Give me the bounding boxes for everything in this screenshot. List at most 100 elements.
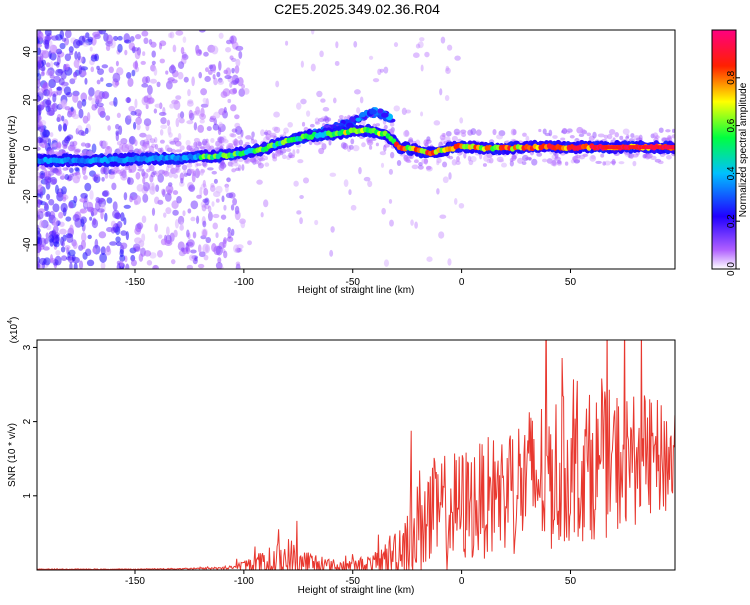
noise-speck (358, 166, 362, 175)
noise-speck (125, 263, 130, 269)
noise-speck (81, 232, 87, 242)
noise-speck (180, 247, 185, 252)
noise-speck (80, 239, 86, 250)
snr-x-tick-label: -50 (346, 576, 361, 587)
noise-speck (204, 197, 210, 206)
noise-speck (200, 88, 208, 96)
noise-speck (177, 132, 182, 141)
noise-speck (231, 67, 235, 74)
noise-speck (63, 86, 71, 96)
snr-x-tick-label: 50 (565, 576, 577, 587)
ridge-halo (289, 154, 295, 159)
noise-speck (91, 143, 97, 154)
noise-speck (132, 243, 141, 252)
ridge-halo (173, 166, 181, 174)
ridge-halo (610, 160, 617, 164)
noise-speck (444, 94, 450, 102)
noise-speck (157, 249, 163, 258)
noise-speck (72, 213, 80, 222)
ridge-halo (468, 159, 474, 166)
noise-speck (229, 55, 234, 60)
noise-speck (205, 244, 209, 253)
noise-speck (361, 142, 366, 148)
noise-speck (136, 184, 144, 192)
noise-speck (381, 207, 386, 215)
noise-speck (380, 162, 385, 168)
noise-speck (136, 123, 141, 131)
noise-speck (285, 40, 289, 46)
noise-speck (115, 212, 121, 220)
noise-speck (354, 89, 361, 95)
noise-speck (153, 108, 158, 114)
colorbar: 0.0 0.2 0.4 0.6 0.8 Normalized spectral ampl… (711, 29, 749, 276)
noise-speck (234, 122, 241, 129)
noise-speck (299, 195, 304, 200)
ridge-halo (423, 139, 429, 147)
ridge-halo (586, 132, 592, 137)
noise-speck (334, 60, 340, 67)
noise-speck (223, 204, 227, 211)
ridge-halo (205, 144, 211, 150)
noise-speck (175, 30, 184, 36)
noise-speck (454, 55, 461, 61)
noise-speck (77, 51, 81, 61)
noise-speck (147, 97, 155, 104)
ridge-halo (70, 144, 77, 150)
noise-speck (238, 50, 243, 59)
ridge-halo (603, 134, 609, 140)
ridge-halo (411, 164, 419, 170)
noise-speck (188, 109, 193, 119)
noise-speck (61, 240, 65, 247)
noise-speck (88, 95, 93, 101)
noise-speck (52, 93, 57, 103)
ridge-halo (192, 170, 196, 177)
noise-speck (217, 79, 224, 85)
ridge-halo (158, 169, 165, 175)
noise-speck (141, 83, 149, 88)
spectrogram-x-axis: -150 -100 -50 0 50 (125, 269, 577, 288)
noise-speck (145, 123, 150, 131)
noise-speck (389, 219, 394, 227)
noise-speck (187, 208, 192, 214)
noise-speck (211, 243, 217, 252)
noise-speck (393, 105, 400, 112)
ridge-halo (555, 154, 559, 160)
noise-speck (215, 185, 223, 194)
noise-speck (61, 81, 69, 87)
noise-speck (44, 178, 50, 186)
noise-speck (454, 198, 458, 205)
noise-speck (440, 36, 446, 44)
noise-speck (106, 34, 113, 45)
noise-speck (96, 208, 105, 213)
noise-speck (170, 64, 175, 71)
noise-speck (50, 35, 59, 41)
noise-speck (225, 67, 232, 76)
noise-speck (162, 106, 166, 115)
noise-speck (446, 44, 453, 51)
noise-speck (172, 209, 179, 216)
ridge-halo (202, 138, 207, 146)
noise-speck (134, 49, 141, 60)
ridge-halo (244, 141, 250, 146)
ridge-halo (630, 133, 635, 138)
noise-speck (66, 233, 74, 243)
noise-speck (78, 260, 84, 269)
spectrogram-y-axis: -40 -20 0 20 40 (22, 46, 37, 252)
ridge-halo (76, 173, 82, 180)
noise-speck (190, 200, 199, 210)
noise-speck (37, 78, 41, 88)
noise-speck (74, 51, 78, 60)
spectrogram-x-tick-label: 50 (565, 277, 577, 288)
noise-speck (49, 254, 54, 264)
ridge-halo (463, 151, 467, 159)
noise-speck (53, 61, 60, 66)
ridge-halo (197, 141, 202, 147)
noise-speck (61, 186, 67, 195)
noise-speck (207, 69, 213, 75)
ridge-halo (108, 173, 115, 180)
ridge-halo (179, 145, 185, 151)
noise-speck (102, 140, 108, 148)
ridge-halo (126, 143, 133, 149)
noise-speck (343, 179, 349, 187)
